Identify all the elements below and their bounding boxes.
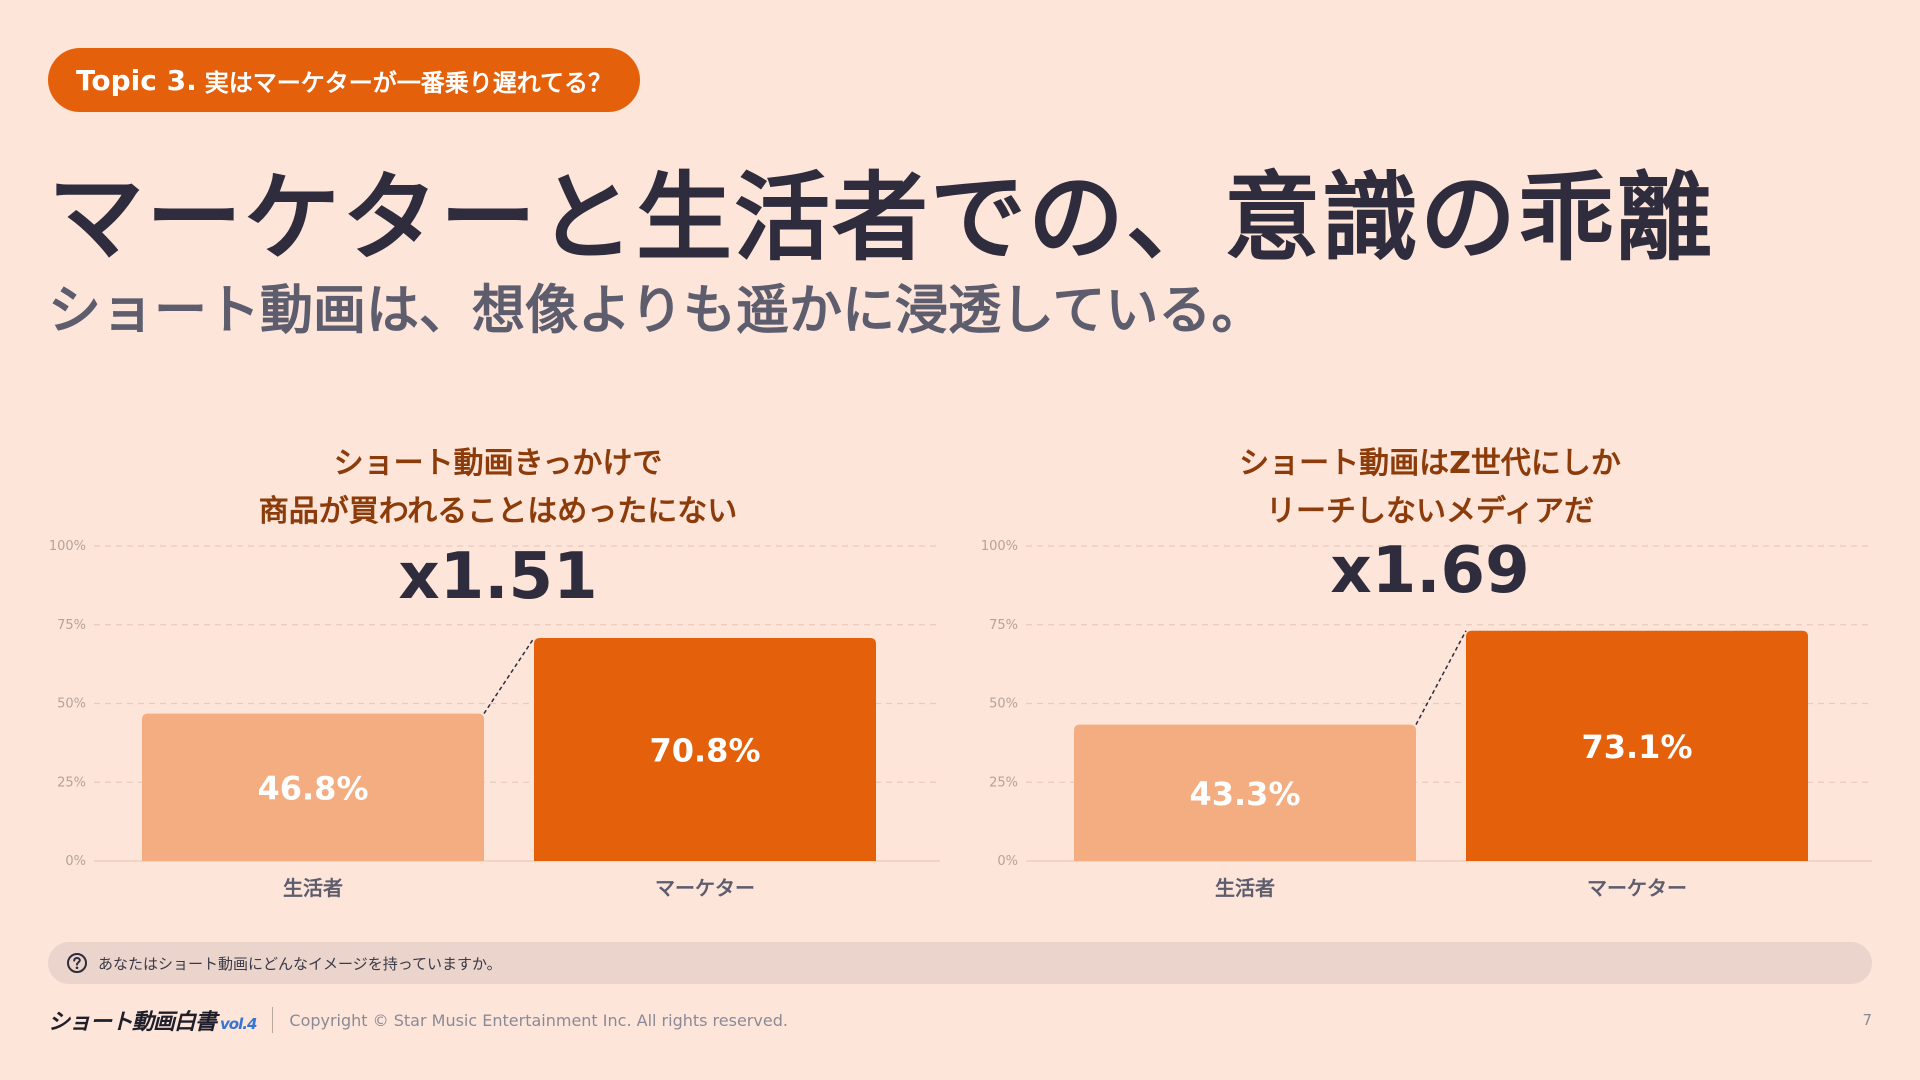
topic-text: 実はマーケターが一番乗り遅れてる？: [204, 68, 613, 97]
chart-title: ショート動画きっかけで 商品が買われることはめったにない: [48, 440, 948, 536]
comparison-connector: [1415, 630, 1467, 725]
y-tick-label: 0%: [65, 854, 86, 869]
y-tick-label: 75%: [989, 618, 1018, 633]
topic-label: Topic 3.: [76, 63, 197, 97]
page-title: マーケターと生活者での、意識の乖離: [48, 162, 1714, 274]
chart-title-line: リーチしないメディアだ: [1266, 494, 1594, 529]
footer-logo-text: ショート動画白書: [48, 1010, 217, 1035]
bar-value-label: 43.3%: [1189, 775, 1300, 813]
x-category-label: マーケター: [655, 876, 755, 900]
footer: ショート動画白書 vol.4 Copyright © Star Music Ent…: [48, 1004, 1872, 1036]
x-category-label: マーケター: [1587, 876, 1687, 900]
y-tick-label: 50%: [989, 697, 1018, 712]
y-tick-label: 100%: [981, 539, 1018, 554]
chart-title-line: 商品が買われることはめったにない: [258, 494, 738, 529]
question-circle-icon: [67, 953, 87, 973]
page-number: 7: [1862, 1011, 1872, 1029]
y-tick-label: 25%: [989, 775, 1018, 790]
footer-logo-vol: vol.4: [220, 1015, 257, 1033]
chart-panel-left: ショート動画きっかけで 商品が買われることはめったにない 0% 25% 50% 75%…: [48, 440, 948, 910]
topic-pill: Topic 3. 実はマーケターが一番乗り遅れてる？: [48, 48, 641, 112]
bar: [1466, 630, 1808, 861]
y-tick-label: 25%: [57, 775, 86, 790]
bar-value-label: 46.8%: [257, 769, 368, 807]
chart-multiplier: x1.51: [398, 540, 598, 614]
chart-panel-right: ショート動画はZ世代にしか リーチしないメディアだ 0% 25% 50% 75% 100…: [980, 440, 1880, 910]
footer-logo: ショート動画白書 vol.4: [48, 1004, 257, 1036]
bar-chart: 0% 25% 50% 75% 100% 43.3% 生活者 73.1% マーケター: [981, 539, 1872, 900]
chart-title-line: ショート動画はZ世代にしか: [1239, 446, 1621, 481]
question-bar: あなたはショート動画にどんなイメージを持っていますか。: [48, 942, 1872, 984]
copyright-text: Copyright © Star Music Entertainment Inc…: [289, 1010, 788, 1030]
bar-value-label: 70.8%: [649, 731, 760, 769]
y-tick-label: 0%: [997, 854, 1018, 869]
bar: [1074, 724, 1416, 861]
chart-title-line: ショート動画きっかけで: [333, 446, 663, 481]
comparison-connector: [483, 637, 535, 714]
y-tick-label: 75%: [57, 618, 86, 633]
y-tick-label: 50%: [57, 697, 86, 712]
page-subtitle: ショート動画は、想像よりも遥かに浸透している。: [48, 280, 1265, 341]
bar-value-label: 73.1%: [1581, 728, 1692, 766]
bar-chart: 0% 25% 50% 75% 100% 46.8% 生活者 70.8% マーケター: [49, 539, 940, 900]
chart-title: ショート動画はZ世代にしか リーチしないメディアだ: [980, 440, 1880, 536]
chart-multiplier: x1.69: [1330, 534, 1530, 608]
x-category-label: 生活者: [1215, 876, 1275, 900]
footer-divider: [272, 1007, 274, 1033]
x-category-label: 生活者: [283, 876, 343, 900]
bar: [534, 637, 876, 861]
bar: [142, 713, 484, 861]
y-tick-label: 100%: [49, 539, 86, 554]
question-text: あなたはショート動画にどんなイメージを持っていますか。: [98, 954, 502, 973]
